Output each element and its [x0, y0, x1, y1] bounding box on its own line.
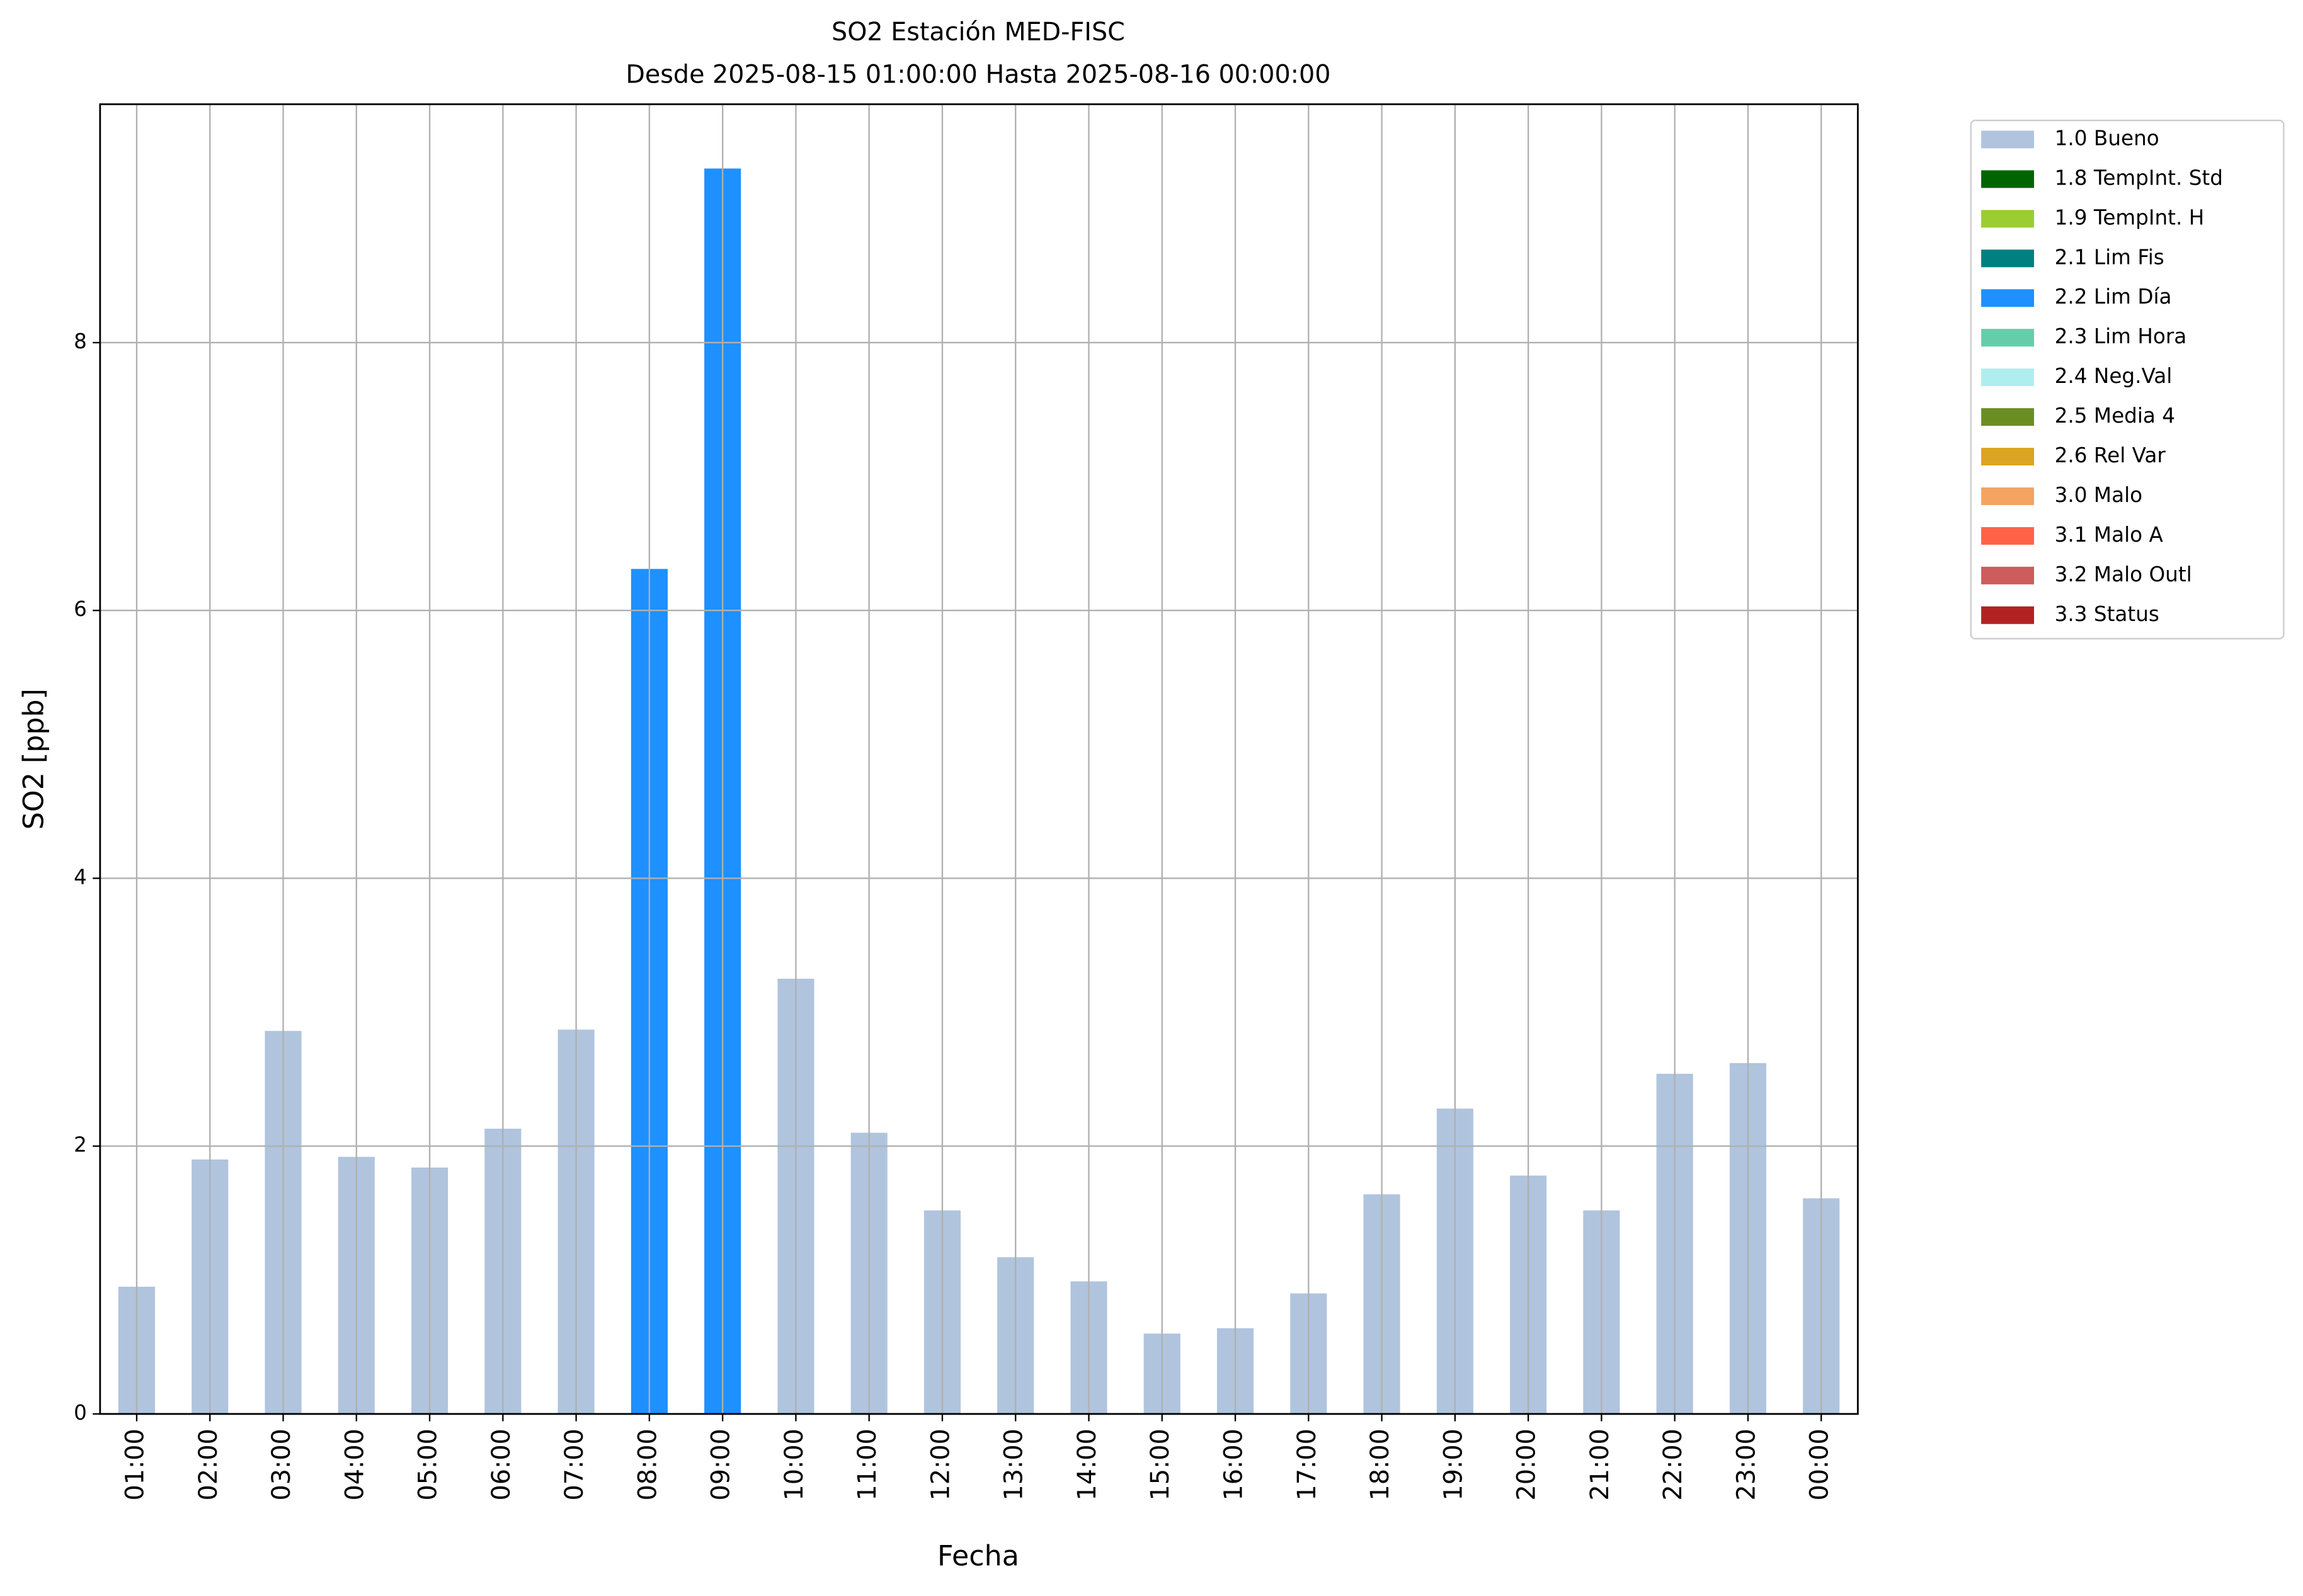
x-tick-label: 07:00: [560, 1428, 589, 1500]
legend-label: 2.4 Neg.Val: [2055, 364, 2173, 388]
x-tick-label: 01:00: [121, 1428, 150, 1500]
x-tick-label: 19:00: [1439, 1428, 1468, 1500]
legend-label: 2.3 Lim Hora: [2055, 324, 2187, 348]
chart-subtitle: Desde 2025-08-15 01:00:00 Hasta 2025-08-…: [626, 60, 1330, 89]
x-tick-label: 08:00: [633, 1428, 662, 1500]
x-tick-label: 03:00: [267, 1428, 296, 1500]
chart-title: SO2 Estación MED-FISC: [831, 18, 1125, 47]
y-tick-label: 4: [74, 865, 87, 889]
y-tick-label: 2: [74, 1133, 87, 1157]
x-tick-label: 18:00: [1366, 1428, 1395, 1500]
y-tick-label: 6: [74, 597, 87, 621]
legend-swatch: [1981, 408, 2035, 426]
x-tick-label: 17:00: [1293, 1428, 1322, 1500]
x-tick-label: 10:00: [780, 1428, 809, 1500]
plot-frame: [99, 103, 1859, 1415]
x-tick-label: 13:00: [1000, 1428, 1029, 1500]
x-tick-label: 00:00: [1805, 1428, 1834, 1500]
y-axis-label: SO2 [ppb]: [18, 688, 50, 829]
legend-label: 3.1 Malo A: [2055, 523, 2164, 547]
x-tick-label: 02:00: [194, 1428, 223, 1500]
legend-swatch: [1981, 329, 2035, 347]
x-tick-label: 15:00: [1146, 1428, 1175, 1500]
x-tick-label: 09:00: [707, 1428, 736, 1500]
x-tick-label: 06:00: [487, 1428, 516, 1500]
legend-label: 1.0 Bueno: [2055, 126, 2159, 150]
x-tick-label: 20:00: [1512, 1428, 1541, 1500]
x-tick-label: 05:00: [414, 1428, 443, 1500]
legend-label: 3.2 Malo Outl: [2055, 562, 2192, 586]
legend-label: 3.0 Malo: [2055, 483, 2142, 507]
legend-label: 2.5 Media 4: [2055, 404, 2175, 428]
legend-swatch: [1981, 606, 2035, 624]
legend-swatch: [1981, 170, 2035, 188]
legend-swatch: [1981, 249, 2035, 268]
x-tick-label: 11:00: [853, 1428, 882, 1500]
legend-label: 2.6 Rel Var: [2055, 443, 2166, 467]
y-tick-label: 8: [74, 329, 87, 353]
legend-swatch: [1981, 448, 2035, 465]
legend-swatch: [1981, 527, 2035, 545]
legend-swatch: [1981, 289, 2035, 307]
legend-swatch: [1981, 130, 2035, 149]
legend-swatch: [1981, 210, 2035, 228]
x-tick-label: 12:00: [926, 1428, 955, 1500]
legend-box: [1970, 119, 2285, 640]
x-tick-label: 23:00: [1732, 1428, 1761, 1500]
x-axis-label: Fecha: [937, 1540, 1019, 1572]
legend-label: 1.8 TempInt. Std: [2055, 166, 2223, 190]
x-tick-label: 21:00: [1586, 1428, 1614, 1500]
y-tick-label: 0: [74, 1401, 87, 1425]
legend-label: 2.2 Lim Día: [2055, 285, 2172, 309]
legend-label: 2.1 Lim Fis: [2055, 245, 2164, 269]
legend-label: 1.9 TempInt. H: [2055, 205, 2205, 229]
x-tick-label: 14:00: [1073, 1428, 1102, 1500]
legend-swatch: [1981, 566, 2035, 584]
legend-label: 3.3 Status: [2055, 602, 2159, 626]
legend-swatch: [1981, 368, 2035, 387]
x-tick-label: 22:00: [1659, 1428, 1688, 1500]
legend-swatch: [1981, 487, 2035, 505]
x-tick-label: 04:00: [340, 1428, 369, 1500]
x-tick-label: 16:00: [1220, 1428, 1249, 1500]
